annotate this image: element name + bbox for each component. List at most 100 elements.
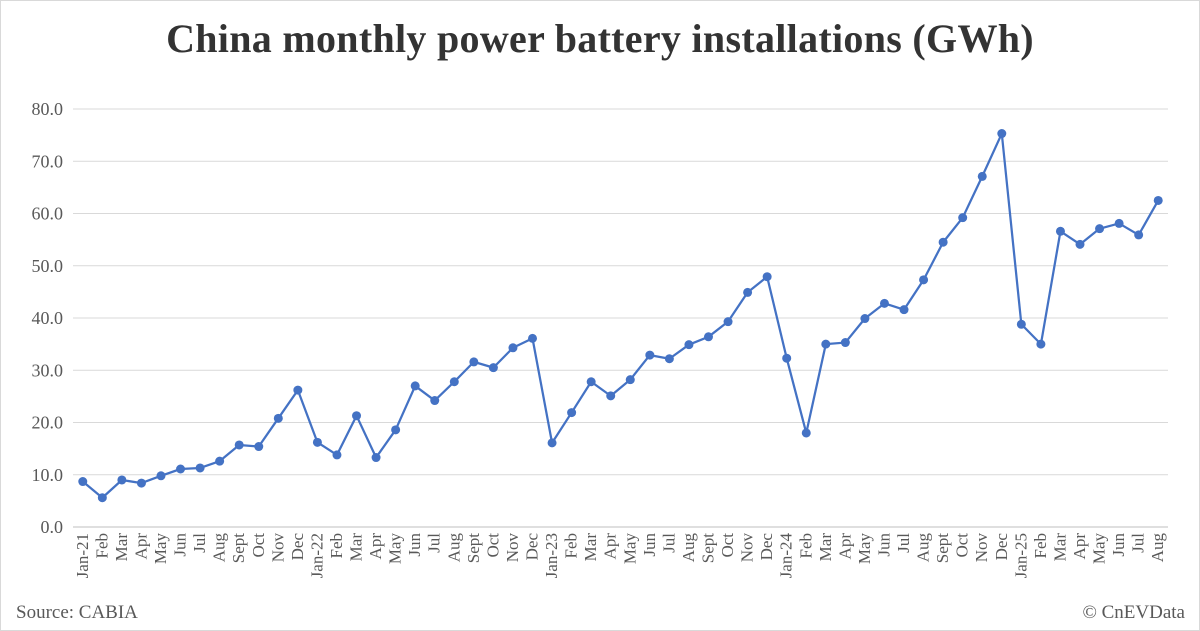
data-point (958, 213, 968, 223)
x-tick-label: Jul (659, 533, 678, 553)
x-tick-label: Jun (640, 533, 659, 557)
data-point (488, 363, 498, 373)
x-tick-label: Feb (562, 533, 581, 559)
x-tick-label: Sept (698, 533, 717, 564)
data-point (723, 317, 733, 327)
x-tick-label: Jan-24 (777, 533, 796, 579)
gridlines (73, 108, 1168, 528)
data-point (567, 408, 577, 418)
x-tick-label: Sept (229, 533, 248, 564)
data-point (645, 350, 655, 360)
data-point (352, 411, 362, 421)
x-tick-label: Apr (601, 533, 620, 560)
data-point (254, 442, 264, 452)
x-tick-label: Nov (738, 533, 757, 563)
x-tick-label: Dec (757, 533, 776, 561)
data-point (410, 381, 420, 391)
data-point (1036, 339, 1046, 349)
x-tick-label: Feb (1031, 533, 1050, 559)
x-tick-label: Jan-25 (1011, 533, 1030, 578)
y-tick-label: 50.0 (32, 256, 64, 276)
x-axis-ticks: Jan-21 Feb Mar Apr May Jun Jul Aug Sept Oct Nov Dec… (73, 533, 1167, 579)
x-tick-label: Jun (1109, 533, 1128, 557)
x-tick-label: Apr (131, 533, 150, 560)
data-point (195, 463, 205, 473)
data-point (1114, 218, 1124, 228)
x-tick-label: Mar (816, 533, 835, 562)
data-point (879, 298, 889, 308)
x-tick-label: May (151, 533, 170, 565)
data-point (391, 425, 401, 435)
x-tick-label: Feb (796, 533, 815, 559)
source-note: Source: CABIA (16, 602, 138, 623)
x-tick-label: Dec (523, 533, 542, 561)
data-point (821, 339, 831, 349)
y-tick-label: 70.0 (32, 151, 64, 171)
data-point (860, 314, 870, 324)
x-tick-label: Oct (249, 533, 268, 558)
data-point (215, 456, 225, 466)
x-tick-label: Jul (1129, 533, 1148, 553)
data-point (919, 275, 929, 285)
data-point (234, 440, 244, 450)
y-tick-label: 60.0 (32, 204, 64, 224)
data-point (1153, 195, 1163, 205)
data-point (997, 129, 1007, 139)
x-tick-label: Feb (92, 533, 111, 559)
x-tick-label: Feb (327, 533, 346, 559)
x-tick-label: Jun (405, 533, 424, 557)
data-point (840, 338, 850, 348)
x-tick-label: Mar (347, 533, 366, 562)
data-point (977, 171, 987, 181)
x-tick-label: Apr (835, 533, 854, 560)
data-point (176, 464, 186, 474)
data-point (938, 237, 948, 247)
data-point (312, 437, 322, 447)
x-tick-label: Mar (112, 533, 131, 562)
x-tick-label: Nov (972, 533, 991, 563)
x-tick-label: Nov (268, 533, 287, 563)
data-point (625, 375, 635, 385)
x-tick-label: Aug (444, 533, 463, 563)
x-tick-label: May (386, 533, 405, 565)
x-tick-label: Jun (874, 533, 893, 557)
x-tick-label: Dec (288, 533, 307, 561)
x-tick-label: Jul (894, 533, 913, 553)
data-point (371, 453, 381, 463)
x-tick-label: Oct (483, 533, 502, 558)
y-tick-label: 0.0 (41, 517, 64, 537)
x-tick-label: Aug (679, 533, 698, 563)
x-tick-label: Dec (992, 533, 1011, 561)
x-tick-label: Apr (366, 533, 385, 560)
data-point (528, 333, 538, 343)
data-point (801, 428, 811, 438)
x-tick-label: Jul (425, 533, 444, 553)
data-point (332, 450, 342, 460)
data-point (273, 413, 283, 423)
y-tick-label: 40.0 (32, 308, 64, 328)
data-point (156, 471, 166, 481)
data-point (782, 353, 792, 363)
chart-title: China monthly power battery installation… (166, 16, 1034, 61)
y-tick-label: 80.0 (32, 99, 64, 119)
data-point (117, 475, 127, 485)
data-point (1095, 224, 1105, 234)
y-tick-label: 10.0 (32, 465, 64, 485)
x-tick-label: Apr (1070, 533, 1089, 560)
y-tick-label: 30.0 (32, 360, 64, 380)
x-tick-label: Mar (1050, 533, 1069, 562)
data-point (684, 340, 694, 350)
y-axis-ticks: 0.0 10.0 20.0 30.0 40.0 50.0 60.0 70.0 80.0 (32, 99, 64, 537)
x-tick-label: Nov (503, 533, 522, 563)
x-tick-label: May (1090, 533, 1109, 565)
data-point (1055, 226, 1065, 236)
x-tick-label: Jan-23 (542, 533, 561, 578)
x-tick-label: May (620, 533, 639, 565)
data-point (508, 343, 518, 353)
x-tick-label: Jun (171, 533, 190, 557)
data-point (1134, 230, 1144, 240)
data-point (449, 377, 459, 387)
data-point (1016, 319, 1026, 329)
data-point (78, 477, 88, 487)
